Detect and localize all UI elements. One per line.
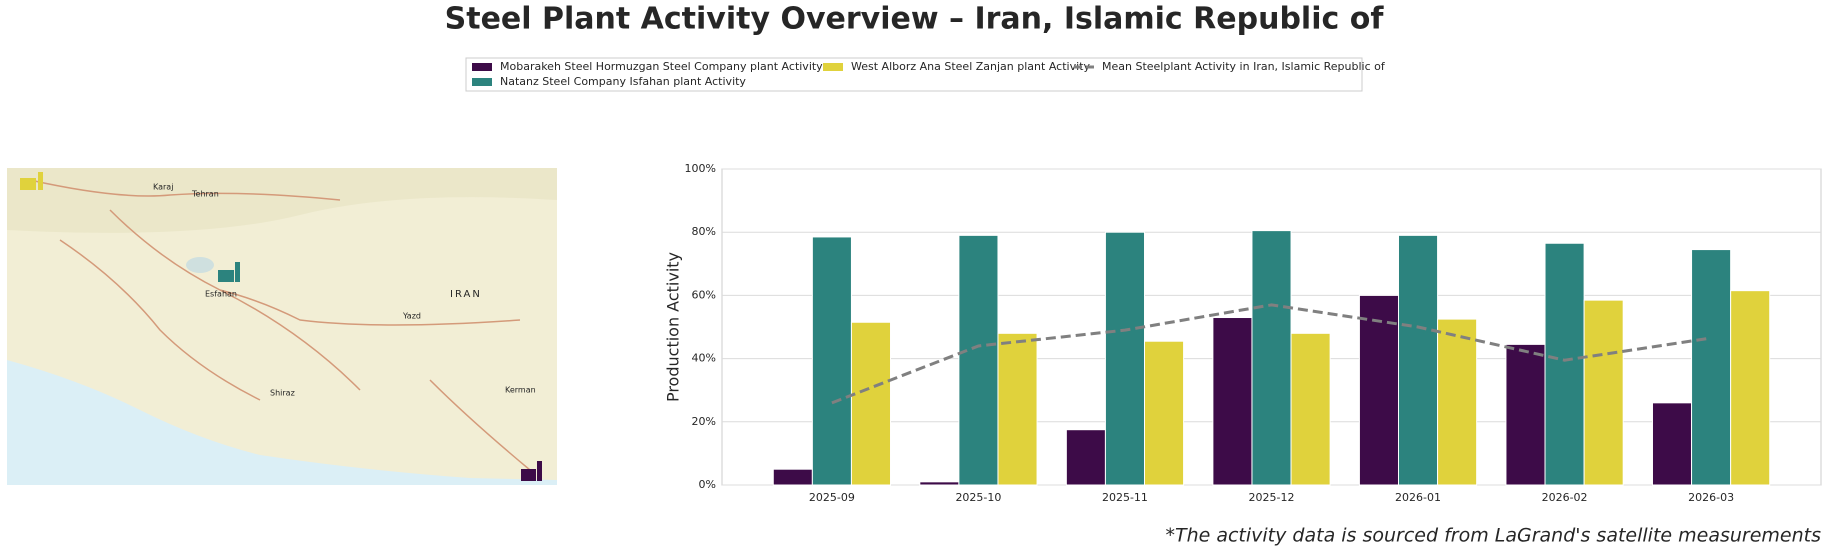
map-roads — [29, 179, 531, 471]
bar — [1544, 242, 1585, 486]
x-tick-label: 2025-10 — [955, 491, 1001, 504]
bar — [958, 234, 999, 486]
bar — [811, 236, 852, 486]
y-tick-label: 0% — [699, 478, 716, 491]
bar — [1104, 231, 1146, 486]
bar — [1651, 402, 1693, 486]
bar — [997, 332, 1038, 486]
x-tick-label: 2025-12 — [1249, 491, 1295, 504]
y-tick-label: 40% — [692, 352, 716, 365]
map-label: Kerman — [505, 386, 536, 395]
bar — [1065, 429, 1106, 486]
bar — [1691, 249, 1732, 486]
bar — [1505, 343, 1546, 486]
x-tick-label: 2026-02 — [1542, 491, 1588, 504]
bar — [1730, 290, 1771, 486]
plant-icon — [521, 461, 542, 481]
legend-swatch — [823, 63, 843, 71]
legend-label: Mean Steelplant Activity in Iran, Islami… — [1102, 60, 1386, 73]
y-tick-label: 100% — [685, 162, 716, 175]
map: IRAN Tehran Karaj Esfahan Yazd Shiraz Ke… — [7, 168, 557, 485]
bar — [772, 468, 813, 486]
y-tick-label: 20% — [692, 415, 716, 428]
bar — [850, 321, 892, 486]
mean-line — [831, 303, 1712, 405]
map-label: Shiraz — [270, 389, 295, 398]
map-label: Yazd — [402, 312, 421, 321]
map-terrain — [7, 168, 557, 233]
x-tick-label: 2026-01 — [1395, 491, 1441, 504]
bar — [1290, 332, 1331, 486]
x-tick-label: 2025-11 — [1102, 491, 1148, 504]
legend-label: Mobarakeh Steel Hormuzgan Steel Company … — [500, 60, 823, 73]
plant-icon — [20, 172, 43, 190]
bar — [1437, 318, 1478, 486]
map-sea — [7, 360, 557, 485]
map-label: Tehran — [191, 190, 219, 199]
legend-box — [465, 57, 1363, 92]
bar — [1358, 294, 1399, 486]
bar — [1251, 230, 1292, 486]
plant-icon — [218, 262, 240, 282]
bar — [1144, 340, 1185, 486]
x-tick-label: 2026-03 — [1688, 491, 1734, 504]
legend-label: West Alborz Ana Steel Zanjan plant Activ… — [851, 60, 1090, 73]
legend-label: Natanz Steel Company Isfahan plant Activ… — [500, 75, 746, 88]
legend-swatch — [472, 63, 492, 71]
y-tick-label: 80% — [692, 225, 716, 238]
y-axis-label: Production Activity — [664, 252, 683, 402]
map-lake — [186, 257, 214, 273]
chart-title: Steel Plant Activity Overview – Iran, Is… — [445, 2, 1385, 37]
bar — [1212, 317, 1253, 486]
map-label: Esfahan — [205, 290, 237, 299]
bar — [1583, 299, 1624, 486]
map-label: Karaj — [153, 183, 173, 192]
y-tick-label: 60% — [692, 288, 716, 301]
x-tick-label: 2025-09 — [809, 491, 855, 504]
bar — [919, 481, 960, 486]
map-label: IRAN — [450, 289, 482, 300]
bar — [1397, 234, 1439, 486]
footnote: *The activity data is sourced from LaGra… — [1165, 525, 1821, 547]
legend-swatch — [472, 78, 492, 86]
